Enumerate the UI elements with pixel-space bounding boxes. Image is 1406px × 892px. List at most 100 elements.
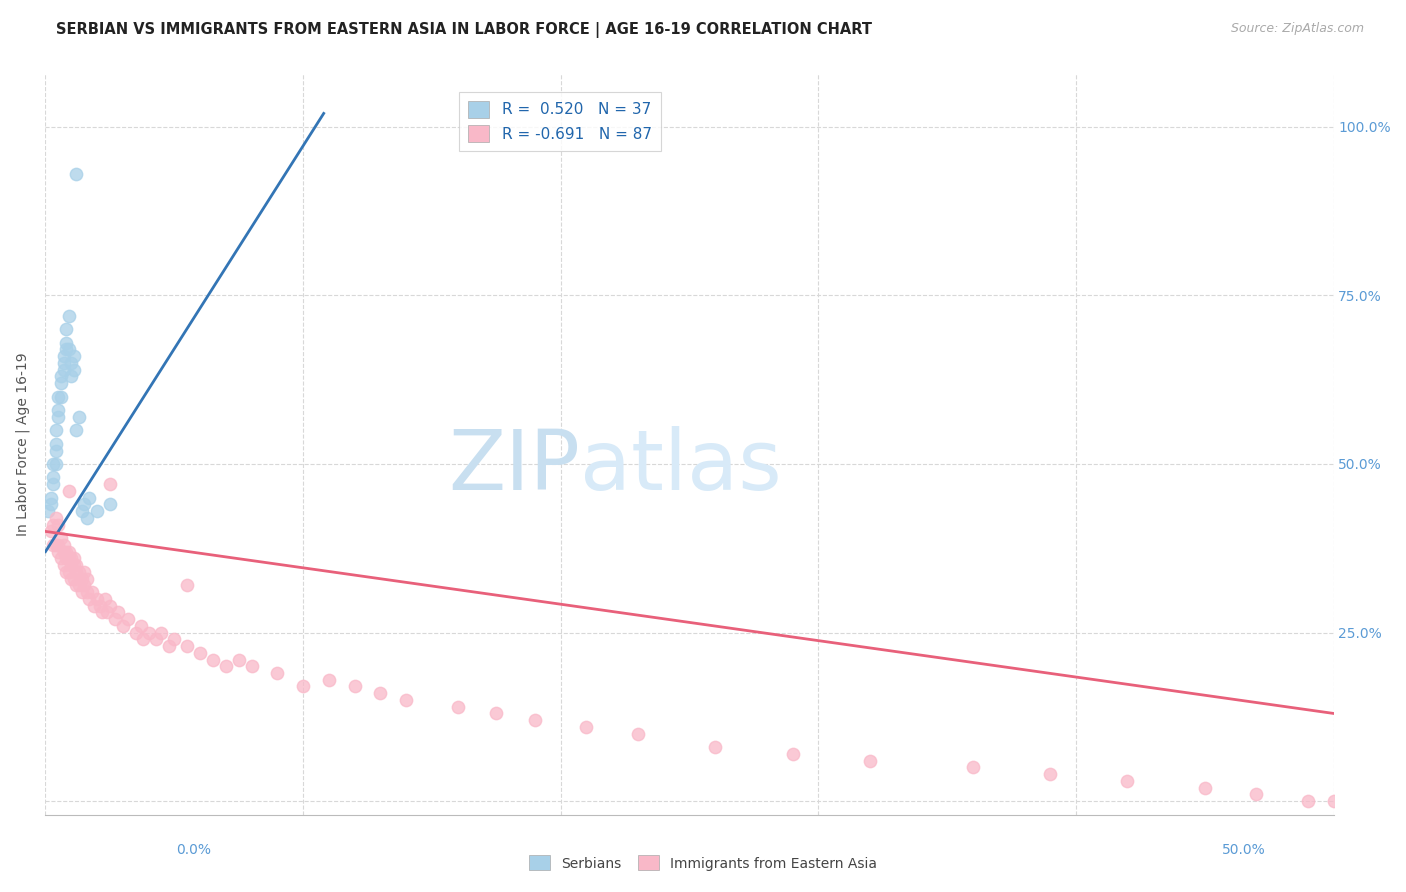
Point <box>49 369 72 384</box>
Point <box>42 538 65 552</box>
Point <box>37 504 59 518</box>
Point <box>67 565 90 579</box>
Point <box>132 632 155 647</box>
Point <box>70 572 93 586</box>
Point <box>42 517 65 532</box>
Point <box>96 605 118 619</box>
Point <box>62 558 84 573</box>
Point <box>73 578 96 592</box>
Point <box>52 544 75 558</box>
Point <box>65 423 87 437</box>
Point <box>49 551 72 566</box>
Point <box>58 343 80 357</box>
Point <box>52 558 75 573</box>
Point <box>782 747 804 761</box>
Point <box>70 585 93 599</box>
Point <box>48 403 70 417</box>
Point <box>575 720 598 734</box>
Point <box>60 369 83 384</box>
Point <box>86 591 108 606</box>
Point <box>55 565 77 579</box>
Point <box>73 498 96 512</box>
Point <box>45 538 67 552</box>
Point <box>138 625 160 640</box>
Point <box>91 605 114 619</box>
Point <box>98 477 121 491</box>
Point <box>60 572 83 586</box>
Point <box>48 544 70 558</box>
Point <box>704 740 727 755</box>
Text: 50.0%: 50.0% <box>1222 843 1265 857</box>
Point <box>55 335 77 350</box>
Point <box>65 558 87 573</box>
Point <box>150 625 173 640</box>
Point <box>89 599 111 613</box>
Point <box>446 699 468 714</box>
Point <box>76 572 98 586</box>
Point <box>42 470 65 484</box>
Point <box>318 673 340 687</box>
Point <box>98 498 121 512</box>
Point <box>77 491 100 505</box>
Point <box>145 632 167 647</box>
Point <box>76 585 98 599</box>
Point <box>39 491 62 505</box>
Point <box>124 625 146 640</box>
Point <box>1296 794 1319 808</box>
Point <box>163 632 186 647</box>
Point <box>627 726 650 740</box>
Point <box>117 612 139 626</box>
Point <box>1116 773 1139 788</box>
Point <box>1244 788 1267 802</box>
Point <box>343 680 366 694</box>
Point <box>58 551 80 566</box>
Y-axis label: In Labor Force | Age 16-19: In Labor Force | Age 16-19 <box>15 352 30 535</box>
Point <box>58 544 80 558</box>
Point <box>395 693 418 707</box>
Point <box>111 619 134 633</box>
Point <box>240 659 263 673</box>
Point <box>83 599 105 613</box>
Point <box>98 599 121 613</box>
Point <box>49 390 72 404</box>
Point <box>52 349 75 363</box>
Point <box>62 551 84 566</box>
Point <box>58 309 80 323</box>
Point <box>107 605 129 619</box>
Point <box>201 652 224 666</box>
Legend: Serbians, Immigrants from Eastern Asia: Serbians, Immigrants from Eastern Asia <box>523 850 883 876</box>
Point <box>39 524 62 539</box>
Point <box>48 517 70 532</box>
Point <box>55 551 77 566</box>
Point <box>49 376 72 390</box>
Point <box>45 443 67 458</box>
Point <box>86 504 108 518</box>
Point <box>215 659 238 673</box>
Point <box>65 578 87 592</box>
Point <box>39 498 62 512</box>
Point <box>65 565 87 579</box>
Point <box>292 680 315 694</box>
Point <box>65 167 87 181</box>
Point <box>52 538 75 552</box>
Point <box>80 585 103 599</box>
Point <box>962 760 984 774</box>
Legend: R =  0.520   N = 37, R = -0.691   N = 87: R = 0.520 N = 37, R = -0.691 N = 87 <box>458 92 661 151</box>
Point <box>67 578 90 592</box>
Point <box>48 409 70 424</box>
Text: SERBIAN VS IMMIGRANTS FROM EASTERN ASIA IN LABOR FORCE | AGE 16-19 CORRELATION C: SERBIAN VS IMMIGRANTS FROM EASTERN ASIA … <box>56 22 872 38</box>
Point <box>228 652 250 666</box>
Text: 0.0%: 0.0% <box>176 843 211 857</box>
Point <box>1194 780 1216 795</box>
Point <box>45 511 67 525</box>
Point <box>157 639 180 653</box>
Point <box>42 457 65 471</box>
Point <box>45 423 67 437</box>
Point <box>49 531 72 545</box>
Point <box>48 538 70 552</box>
Point <box>45 457 67 471</box>
Point <box>55 343 77 357</box>
Point <box>370 686 392 700</box>
Point <box>73 565 96 579</box>
Point <box>485 706 508 721</box>
